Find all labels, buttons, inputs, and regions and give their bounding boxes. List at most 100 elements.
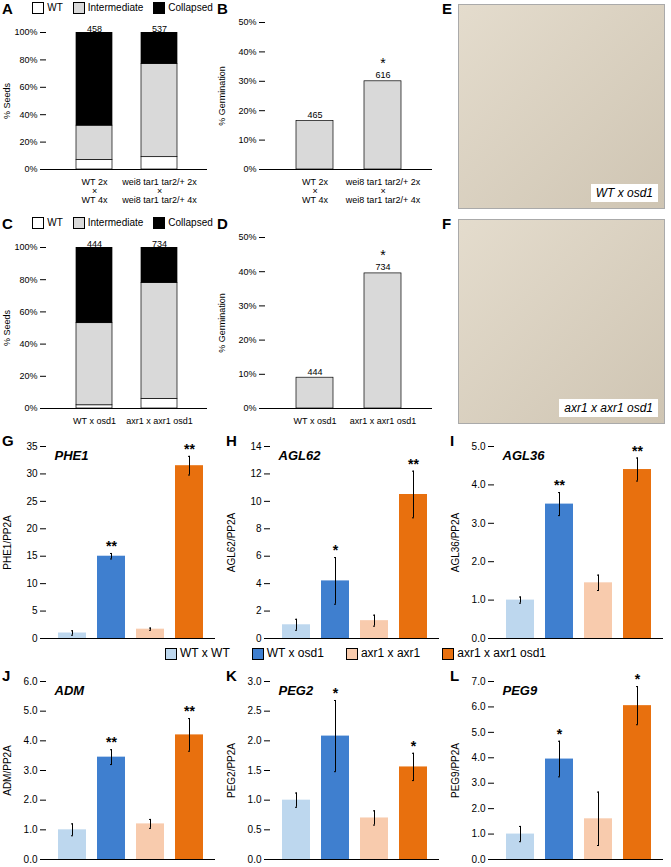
svg-text:3.0: 3.0 [472,777,486,788]
svg-text:0: 0 [256,633,262,644]
svg-text:40%: 40% [238,47,256,57]
svg-text:wei8 tar1 tar2/+ 2x×wei8 tar1: wei8 tar1 tar2/+ 2x×wei8 tar1 tar2/+ 4x [121,177,197,205]
svg-text:458: 458 [87,24,102,34]
svg-text:PEG2/PP2A: PEG2/PP2A [226,743,237,798]
svg-text:0%: 0% [243,164,256,174]
svg-text:*: * [333,685,339,701]
svg-text:80%: 80% [19,55,37,65]
svg-text:1.0: 1.0 [248,794,262,805]
svg-text:2.0: 2.0 [472,803,486,814]
svg-text:0.5: 0.5 [248,824,262,835]
svg-text:20%: 20% [238,106,256,116]
svg-text:PEG9: PEG9 [503,683,538,698]
svg-text:465: 465 [307,110,322,120]
svg-text:30%: 30% [238,301,256,311]
svg-text:WT x osd1: WT x osd1 [294,416,337,426]
svg-text:40%: 40% [238,267,256,277]
svg-text:5.0: 5.0 [472,441,486,452]
svg-text:444: 444 [87,239,102,249]
svg-text:5.0: 5.0 [24,705,38,716]
svg-text:60%: 60% [19,82,37,92]
svg-text:50%: 50% [238,232,256,242]
svg-text:7.0: 7.0 [472,676,486,687]
svg-text:1.5: 1.5 [248,765,262,776]
svg-text:10%: 10% [238,369,256,379]
svg-text:2.0: 2.0 [24,794,38,805]
svg-text:1.0: 1.0 [472,594,486,605]
svg-text:AGL36: AGL36 [502,448,546,463]
svg-text:20%: 20% [238,335,256,345]
svg-text:% Germination: % Germination [217,66,227,126]
svg-text:2.5: 2.5 [248,705,262,716]
svg-text:0%: 0% [243,403,256,413]
svg-text:0.0: 0.0 [472,854,486,865]
svg-text:0%: 0% [24,164,37,174]
svg-text:0%: 0% [24,403,37,413]
svg-text:AGL36/PP2A: AGL36/PP2A [450,512,461,572]
svg-text:50%: 50% [238,17,256,27]
svg-text:**: ** [408,456,419,472]
svg-text:4.0: 4.0 [24,735,38,746]
svg-text:0.0: 0.0 [248,854,262,865]
svg-text:*: * [333,542,339,558]
svg-text:*: * [557,726,563,742]
svg-text:100%: 100% [14,27,37,37]
svg-text:616: 616 [375,70,390,80]
svg-text:WT 2x×WT 4x: WT 2x×WT 4x [82,177,108,205]
svg-text:6: 6 [256,550,262,561]
svg-text:5: 5 [32,605,38,616]
svg-text:2.0: 2.0 [248,735,262,746]
svg-text:AGL62/PP2A: AGL62/PP2A [226,512,237,572]
svg-text:5.0: 5.0 [472,727,486,738]
svg-text:6.0: 6.0 [24,676,38,687]
svg-text:ADM/PP2A: ADM/PP2A [2,745,13,796]
svg-text:14: 14 [250,441,262,452]
svg-text:**: ** [106,538,117,554]
svg-text:60%: 60% [19,307,37,317]
svg-text:% Germination: % Germination [217,293,227,353]
svg-text:AGL62: AGL62 [278,448,322,463]
svg-text:4.0: 4.0 [472,479,486,490]
svg-text:4: 4 [256,578,262,589]
svg-text:*: * [380,247,386,263]
svg-text:6.0: 6.0 [472,701,486,712]
svg-text:axr1 x axr1 osd1: axr1 x axr1 osd1 [350,416,417,426]
svg-text:1.0: 1.0 [472,828,486,839]
svg-text:**: ** [184,441,195,457]
svg-text:444: 444 [307,367,322,377]
svg-text:PEG9/PP2A: PEG9/PP2A [450,743,461,798]
svg-text:35: 35 [26,441,38,452]
svg-text:wei8 tar1 tar2/+ 2x×wei8 tar1: wei8 tar1 tar2/+ 2x×wei8 tar1 tar2/+ 4x [345,177,421,205]
svg-text:30%: 30% [238,76,256,86]
svg-text:*: * [380,55,386,71]
svg-text:20: 20 [26,523,38,534]
svg-text:30: 30 [26,468,38,479]
svg-text:**: ** [184,703,195,719]
svg-text:**: ** [632,443,643,459]
svg-text:15: 15 [26,550,38,561]
svg-text:**: ** [106,734,117,750]
svg-text:4.0: 4.0 [472,752,486,763]
svg-text:PEG2: PEG2 [279,683,314,698]
svg-text:WT 2x×WT 4x: WT 2x×WT 4x [302,177,328,205]
svg-text:734: 734 [375,262,390,272]
svg-text:20%: 20% [19,137,37,147]
svg-text:734: 734 [152,239,167,249]
svg-text:1.0: 1.0 [24,824,38,835]
svg-text:axr1 x axr1 osd1: axr1 x axr1 osd1 [126,416,193,426]
svg-text:10: 10 [250,496,262,507]
svg-text:**: ** [554,477,565,493]
svg-text:537: 537 [152,24,167,34]
svg-text:0.0: 0.0 [472,633,486,644]
svg-text:% Seeds: % Seeds [2,309,12,346]
svg-text:40%: 40% [19,110,37,120]
svg-text:10%: 10% [238,135,256,145]
svg-text:0: 0 [32,633,38,644]
svg-text:*: * [411,738,417,754]
svg-text:25: 25 [26,496,38,507]
svg-text:3.0: 3.0 [472,518,486,529]
svg-text:12: 12 [250,468,262,479]
svg-text:80%: 80% [19,275,37,285]
svg-text:PHE1/PP2A: PHE1/PP2A [2,515,13,570]
svg-text:0.0: 0.0 [24,854,38,865]
